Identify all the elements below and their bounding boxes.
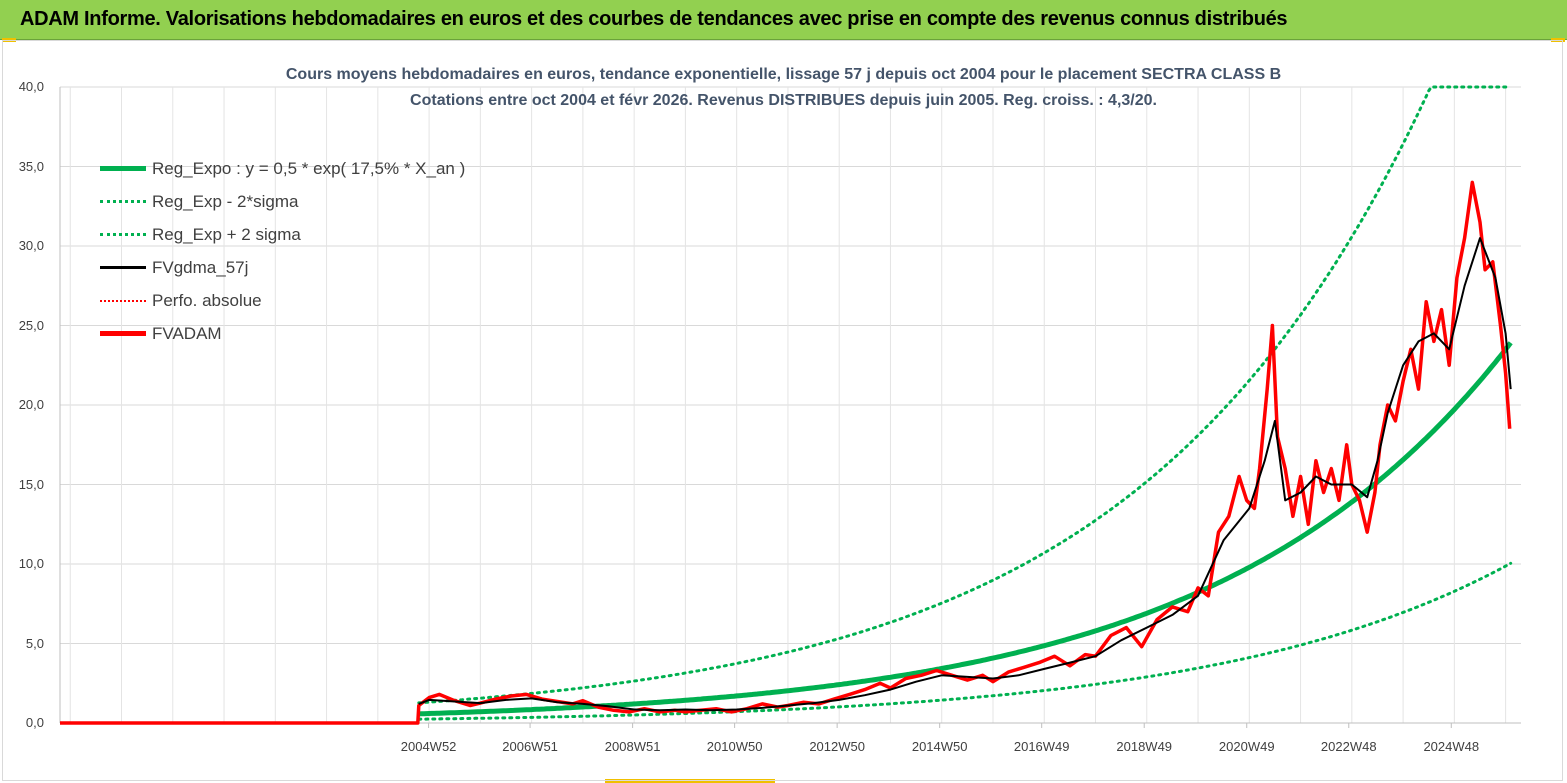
x-tick-label: 2024W48 [1423, 739, 1480, 754]
x-tick-label: 2012W50 [809, 739, 865, 754]
legend-label-fvadam: FVADAM [152, 323, 222, 343]
legend-item-reg-exp-minus: Reg_Exp - 2*sigma [100, 185, 465, 218]
legend-item-reg-exp-plus: Reg_Exp + 2 sigma [100, 218, 465, 251]
y-tick-label: 40,0 [18, 79, 44, 94]
legend-label-fvgdma: FVgdma_57j [152, 257, 249, 277]
x-tick-label: 2014W50 [911, 739, 968, 754]
x-tick-label: 2010W50 [706, 739, 763, 754]
x-tick-label: 2006W51 [502, 739, 558, 754]
legend-swatch-reg-exp-plus [100, 233, 146, 236]
y-tick-label: 30,0 [18, 238, 44, 253]
report-title: ADAM Informe. Valorisations hebdomadaire… [20, 8, 1288, 30]
legend-item-perfo: Perfo. absolue [100, 284, 465, 317]
legend-swatch-fvgdma [100, 266, 146, 269]
x-tick-label: 2016W49 [1013, 739, 1070, 754]
chart-grid [59, 86, 1521, 728]
legend-swatch-perfo [100, 299, 146, 302]
chart-legend: Reg_Expo : y = 0,5 * exp( 17,5% * X_an )… [100, 152, 465, 350]
report-banner: ADAM Informe. Valorisations hebdomadaire… [0, 0, 1567, 40]
chart-subtitle: Cotations entre oct 2004 et févr 2026. R… [410, 92, 1157, 109]
legend-label-reg-exp-minus: Reg_Exp - 2*sigma [152, 191, 299, 211]
legend-item-fvgdma: FVgdma_57j [100, 251, 465, 284]
legend-swatch-reg-exp-minus [100, 200, 146, 203]
x-tick-label: 2008W51 [604, 739, 661, 754]
legend-item-reg-expo: Reg_Expo : y = 0,5 * exp( 17,5% * X_an ) [100, 152, 465, 185]
x-tick-label: 2018W49 [1116, 739, 1173, 754]
x-tick-label: 2022W48 [1320, 739, 1377, 754]
legend-swatch-fvadam [100, 331, 146, 336]
legend-label-perfo: Perfo. absolue [152, 290, 262, 310]
x-tick-label: 2020W49 [1218, 739, 1275, 754]
legend-label-reg-exp-plus: Reg_Exp + 2 sigma [152, 224, 301, 244]
chart-frame [2, 40, 1563, 781]
legend-swatch-reg-expo [100, 166, 146, 171]
chart-title: Cours moyens hebdomadaires en euros, ten… [285, 66, 1282, 83]
series-line-fvgdma [418, 237, 1512, 712]
chart-title-block: Cours moyens hebdomadaires en euros, ten… [0, 62, 1567, 114]
y-tick-label: 20,0 [18, 397, 44, 412]
y-tick-label: 0,0 [25, 715, 44, 730]
y-tick-label: 10,0 [18, 556, 44, 571]
series-line-reg-exp-plus [417, 85, 1513, 705]
x-tick-label: 2004W52 [400, 739, 457, 754]
y-tick-label: 25,0 [18, 317, 44, 333]
legend-label-reg-expo: Reg_Expo : y = 0,5 * exp( 17,5% * X_an ) [152, 158, 466, 178]
corner-marker-bottom [605, 779, 775, 783]
y-tick-label: 5,0 [25, 635, 44, 651]
chart-series [60, 85, 1513, 725]
y-tick-label: 35,0 [18, 158, 44, 174]
y-tick-label: 15,0 [18, 476, 44, 492]
series-line-reg-exp-minus [417, 561, 1513, 721]
legend-item-fvadam: FVADAM [100, 317, 465, 350]
